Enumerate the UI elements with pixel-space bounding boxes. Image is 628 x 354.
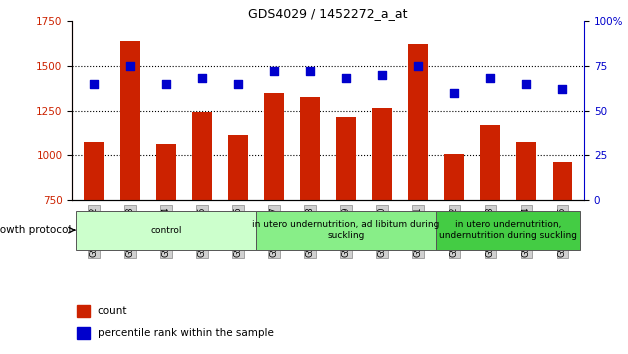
Bar — [480, 125, 501, 200]
Point — [377, 72, 387, 78]
Bar — [192, 112, 212, 200]
Bar — [77, 327, 90, 339]
Text: growth protocol: growth protocol — [0, 225, 72, 235]
Bar — [300, 97, 320, 200]
Bar — [408, 45, 428, 200]
Point — [413, 63, 423, 69]
Point — [233, 81, 243, 87]
Bar — [264, 93, 284, 200]
Point — [521, 81, 531, 87]
Point — [89, 81, 99, 87]
Text: count: count — [98, 306, 127, 316]
FancyBboxPatch shape — [436, 211, 580, 250]
Point — [305, 68, 315, 74]
Bar — [156, 144, 176, 200]
Bar — [516, 142, 536, 200]
Point — [269, 68, 279, 74]
Text: in utero undernutrition,
undernutrition during suckling: in utero undernutrition, undernutrition … — [440, 221, 577, 240]
Text: in utero undernutrition, ad libitum during
suckling: in utero undernutrition, ad libitum duri… — [252, 221, 440, 240]
Bar — [445, 154, 464, 200]
Bar — [553, 162, 572, 200]
Bar — [228, 135, 248, 200]
FancyBboxPatch shape — [76, 211, 256, 250]
Bar — [120, 41, 140, 200]
Point — [341, 76, 351, 81]
Point — [161, 81, 171, 87]
Point — [125, 63, 135, 69]
FancyBboxPatch shape — [256, 211, 436, 250]
Bar — [372, 108, 392, 200]
Point — [485, 76, 495, 81]
Point — [558, 86, 568, 92]
Bar — [77, 305, 90, 317]
Bar — [336, 117, 356, 200]
Point — [449, 90, 459, 96]
Text: percentile rank within the sample: percentile rank within the sample — [98, 328, 274, 338]
Bar — [84, 142, 104, 200]
Point — [197, 76, 207, 81]
Text: control: control — [150, 225, 181, 235]
Title: GDS4029 / 1452272_a_at: GDS4029 / 1452272_a_at — [249, 7, 408, 20]
